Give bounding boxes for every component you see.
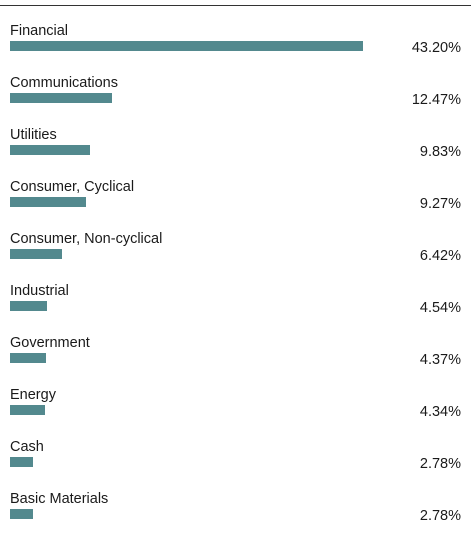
- bar: [10, 249, 62, 259]
- category-label: Financial: [10, 23, 69, 39]
- bar: [10, 41, 363, 51]
- bar: [10, 457, 33, 467]
- category-label: Industrial: [10, 283, 69, 299]
- value-label: 2.78%: [419, 508, 461, 524]
- value-label: 2.78%: [419, 456, 461, 472]
- bar-row: Industrial 4.54%: [0, 282, 471, 334]
- bar-row: Cash 2.78%: [0, 438, 471, 490]
- value-label: 43.20%: [411, 40, 461, 56]
- value-label: 4.34%: [419, 404, 461, 420]
- bar: [10, 301, 47, 311]
- category-label: Consumer, Non-cyclical: [10, 231, 163, 247]
- bar: [10, 509, 33, 519]
- category-label: Cash: [10, 439, 44, 455]
- bar: [10, 145, 90, 155]
- bar-row: Consumer, Non-cyclical 6.42%: [0, 230, 471, 282]
- value-label: 4.37%: [419, 352, 461, 368]
- bar-row: Financial 43.20%: [0, 22, 471, 74]
- bar-row: Government 4.37%: [0, 334, 471, 386]
- category-label: Energy: [10, 387, 56, 403]
- bar-row: Utilities 9.83%: [0, 126, 471, 178]
- bar: [10, 405, 45, 415]
- category-label: Basic Materials: [10, 491, 109, 507]
- value-label: 9.83%: [419, 144, 461, 160]
- bar-chart: Financial 43.20% Communications 12.47% Utili…: [0, 22, 471, 524]
- value-label: 6.42%: [419, 248, 461, 264]
- category-label: Government: [10, 335, 90, 351]
- value-label: 4.54%: [419, 300, 461, 316]
- bar: [10, 93, 112, 103]
- category-label: Utilities: [10, 127, 57, 143]
- category-label: Consumer, Cyclical: [10, 179, 135, 195]
- bar-row: Consumer, Cyclical 9.27%: [0, 178, 471, 230]
- bar-row: Energy 4.34%: [0, 386, 471, 438]
- top-rule: [0, 5, 471, 6]
- category-label: Communications: [10, 75, 118, 91]
- value-label: 9.27%: [419, 196, 461, 212]
- bar: [10, 197, 86, 207]
- value-label: 12.47%: [411, 92, 461, 108]
- bar-row: Communications 12.47%: [0, 74, 471, 126]
- bar-row: Basic Materials 2.78%: [0, 490, 471, 542]
- bar: [10, 353, 46, 363]
